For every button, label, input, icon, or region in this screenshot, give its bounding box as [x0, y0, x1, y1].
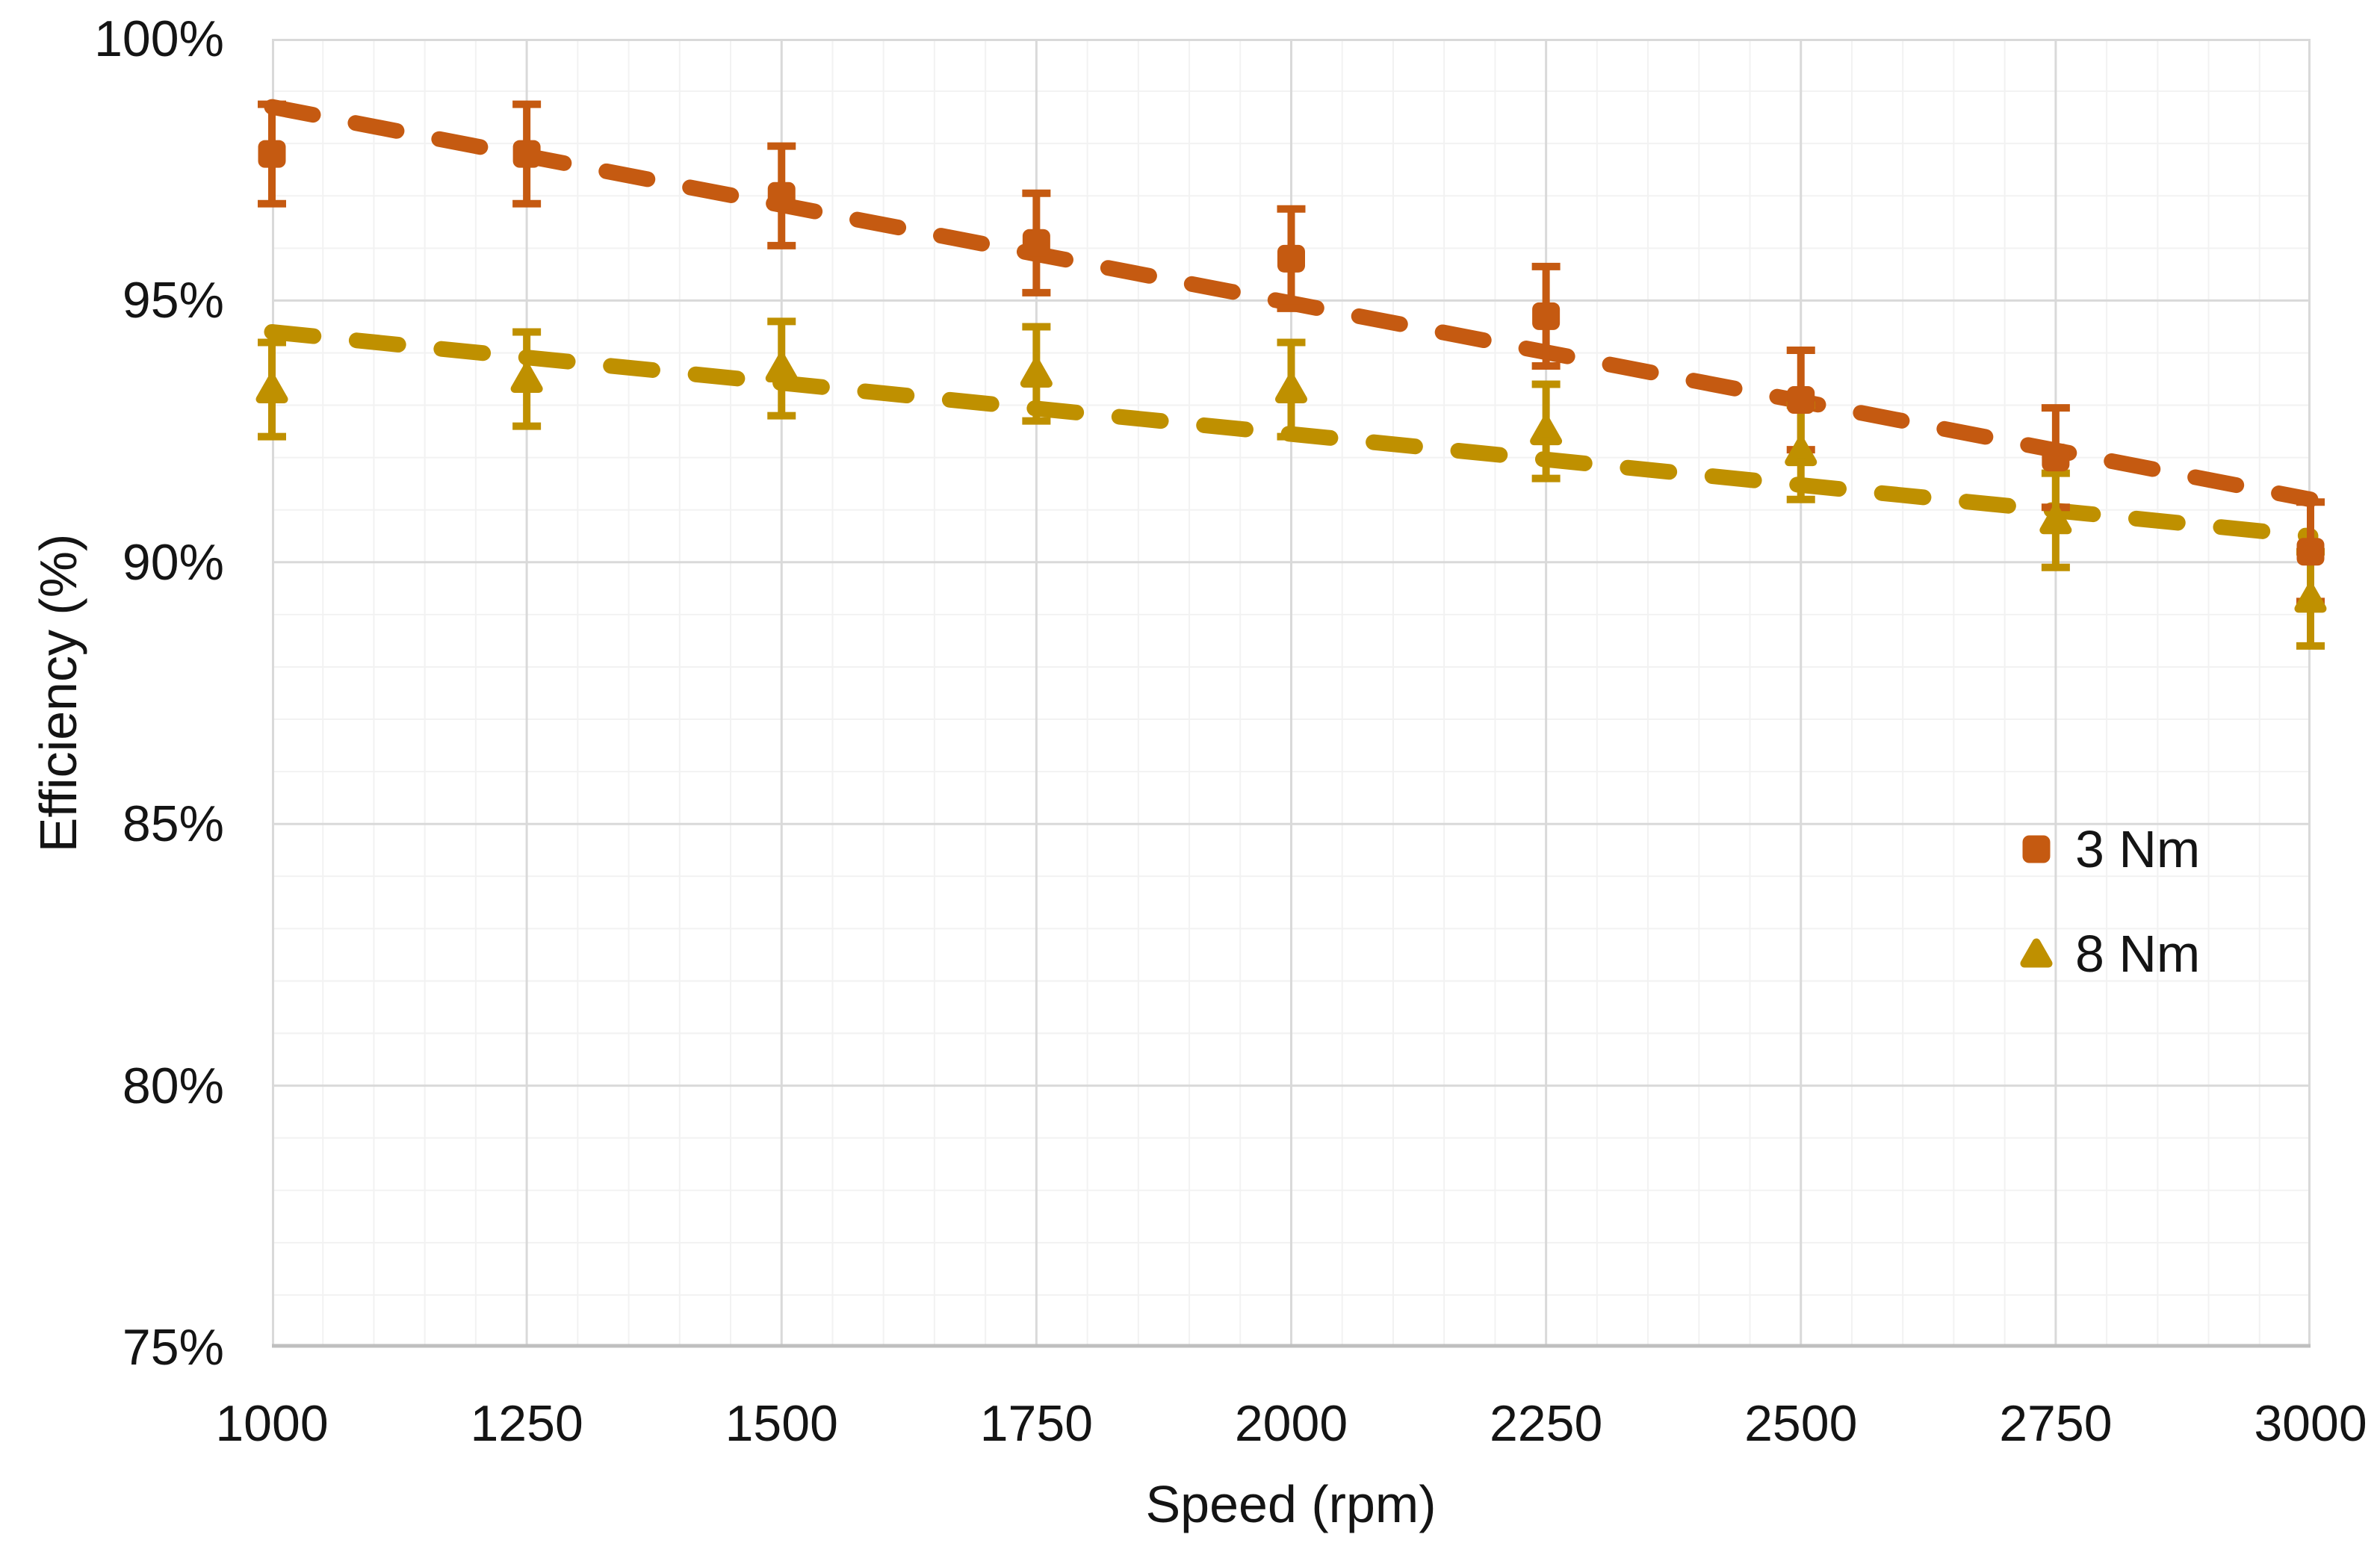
data-point-8-nm-3000: [2294, 583, 2327, 613]
x-tick-label-1750: 1750: [979, 1395, 1094, 1452]
data-point-3-nm-2500: [1787, 386, 1815, 415]
data-point-3-nm-2750: [2042, 444, 2070, 472]
y-tick-label-85: 85%: [122, 795, 224, 853]
data-point-3-nm-1250: [512, 140, 541, 168]
data-point-8-nm-1750: [1020, 358, 1053, 388]
data-point-3-nm-2000: [1277, 244, 1305, 273]
data-point-3-nm-1750: [1022, 229, 1050, 257]
x-tick-label-2000: 2000: [1234, 1395, 1348, 1452]
x-tick-label-1250: 1250: [470, 1395, 583, 1452]
y-tick-label-90: 90%: [122, 533, 224, 591]
x-axis-title: Speed (rpm): [1145, 1475, 1437, 1533]
data-point-8-nm-1250: [510, 364, 543, 394]
legend-label: 8 Nm: [2075, 925, 2201, 983]
triangle-marker-icon: [2020, 938, 2053, 968]
y-tick-label-80: 80%: [122, 1057, 224, 1114]
data-point-8-nm-2750: [2039, 505, 2072, 535]
x-tick-label-1000: 1000: [215, 1395, 329, 1452]
legend-item-8-nm: 8 Nm: [2008, 924, 2200, 984]
x-tick-label-2750: 2750: [1999, 1395, 2113, 1452]
data-point-8-nm-2000: [1275, 374, 1307, 404]
series-3-nm: [258, 140, 2325, 566]
legend-item-3-nm: 3 Nm: [2008, 819, 2200, 879]
x-tick-label-2500: 2500: [1744, 1395, 1858, 1452]
y-tick-label-75: 75%: [122, 1319, 224, 1376]
x-tick-label-2250: 2250: [1489, 1395, 1603, 1452]
x-tick-label-3000: 3000: [2254, 1395, 2367, 1452]
square-marker-icon: [2022, 835, 2051, 863]
data-point-3-nm-2250: [1532, 302, 1561, 330]
data-point-8-nm-2500: [1785, 437, 1817, 467]
series-8-nm: [255, 353, 2327, 613]
legend-label: 3 Nm: [2075, 820, 2201, 878]
plot-area: [255, 39, 2327, 1348]
data-point-3-nm-1000: [258, 140, 286, 168]
error-bars-8-nm: [258, 317, 2325, 650]
x-tick-label-1500: 1500: [725, 1395, 838, 1452]
data-point-8-nm-2250: [1530, 416, 1563, 446]
data-point-8-nm-1000: [255, 374, 288, 404]
data-point-3-nm-3000: [2296, 538, 2325, 566]
y-tick-label-95: 95%: [122, 272, 224, 329]
data-point-8-nm-1500: [765, 353, 798, 383]
data-point-3-nm-1500: [767, 181, 796, 210]
y-tick-label-100: 100%: [94, 10, 224, 67]
y-axis-title: Efficiency (%): [29, 533, 87, 853]
